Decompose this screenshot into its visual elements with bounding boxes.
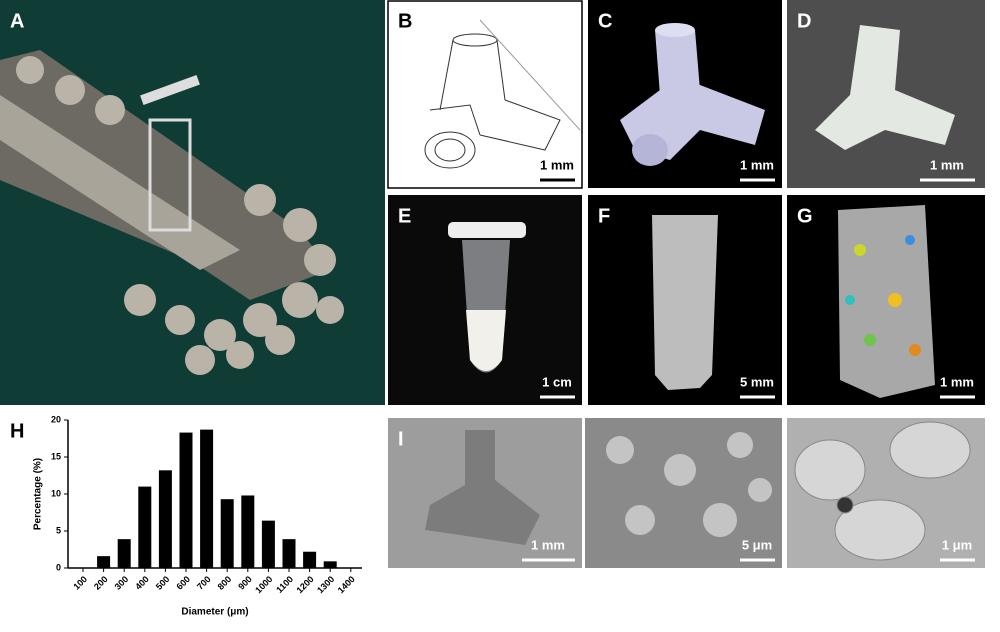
- x-tick-label: 300: [113, 574, 131, 592]
- photo-breakwater: [0, 0, 385, 405]
- scale-bar-label: 1 mm: [930, 157, 964, 172]
- scale-bar-label: 5 μm: [742, 537, 772, 552]
- x-tick-label: 500: [154, 574, 172, 592]
- pore-spheres: [845, 235, 921, 356]
- panel-label: C: [598, 10, 612, 32]
- tetrapod-drawing: [424, 19, 581, 169]
- y-tick-label: 15: [51, 451, 61, 461]
- panel-label: I: [398, 428, 404, 450]
- tetrapod-photo: [815, 25, 955, 150]
- bar: [179, 432, 193, 568]
- y-tick-label: 10: [51, 488, 61, 498]
- y-tick-label: 5: [56, 525, 61, 535]
- bar: [158, 470, 172, 568]
- scale-bar-label: 5 mm: [740, 374, 774, 389]
- scaffold-ct: [652, 215, 718, 390]
- x-tick-label: 800: [216, 574, 234, 592]
- bar: [138, 486, 152, 568]
- bar: [220, 499, 234, 568]
- x-tick-label: 1300: [315, 574, 336, 595]
- tube-content: [466, 310, 506, 371]
- bar: [117, 539, 131, 568]
- bar: [241, 495, 255, 568]
- x-tick-label: 600: [174, 574, 192, 592]
- x-axis-title: Diameter (μm): [181, 607, 248, 618]
- bar: [97, 556, 111, 568]
- panel-frame: [387, 0, 583, 189]
- sem-tetrapod: [425, 430, 540, 545]
- y-tick-label: 0: [56, 562, 61, 572]
- y-tick-label: 20: [51, 414, 61, 424]
- tube-cap: [448, 222, 526, 238]
- x-tick-label: 1000: [253, 574, 274, 595]
- x-tick-label: 1100: [274, 574, 295, 595]
- bar: [282, 539, 296, 568]
- scale-bar-label: 1 mm: [540, 157, 574, 172]
- histogram: H Percentage (%) Diameter (μm) 0 5 10 15 20 1…: [10, 414, 362, 618]
- y-axis-title: Percentage (%): [33, 458, 44, 530]
- scale-bar-label: 1 mm: [740, 157, 774, 172]
- x-tick-label: 400: [133, 574, 151, 592]
- scale-bar-label: 1 mm: [940, 374, 974, 389]
- panel-label: H: [10, 420, 24, 442]
- panel-label: G: [797, 205, 813, 227]
- bar: [323, 561, 337, 568]
- x-tick-label: 900: [236, 574, 254, 592]
- panel-label: A: [10, 10, 24, 32]
- sem-grains: [794, 421, 971, 561]
- sem-grains: [606, 432, 772, 537]
- panel-label: F: [598, 205, 610, 227]
- x-tick-label: 700: [195, 574, 213, 592]
- scale-bar-label: 1 cm: [542, 374, 572, 389]
- bar: [261, 520, 275, 568]
- bar: [200, 429, 214, 568]
- panel-label: B: [398, 10, 412, 32]
- tetrapod-render: [620, 23, 765, 166]
- x-tick-label: 200: [92, 574, 110, 592]
- x-tick-label: 1200: [294, 574, 315, 595]
- scale-bar-label: 1 mm: [531, 537, 565, 552]
- x-tick-label: 100: [71, 574, 89, 592]
- x-tick-label: 1400: [336, 574, 357, 595]
- panel-label: E: [398, 205, 411, 227]
- bar: [303, 551, 317, 568]
- scale-bar-label: 1 μm: [942, 537, 972, 552]
- panel-label: D: [797, 10, 811, 32]
